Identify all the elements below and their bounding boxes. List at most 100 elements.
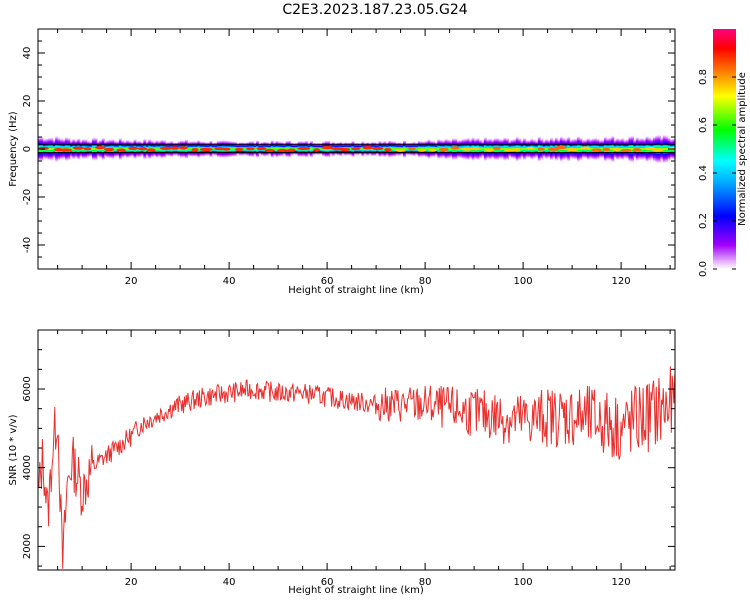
x-tick-label: 60 [321, 276, 334, 287]
heatmap-ticks: 20 40 60 80 100 120 -40 -20 0 20 40 [22, 28, 675, 287]
band-column [126, 139, 130, 159]
band-core [313, 148, 321, 152]
band-core [602, 147, 611, 152]
band-core [554, 146, 568, 150]
band-column [285, 140, 289, 158]
heatmap-ylabel: Frequency (Hz) [8, 111, 19, 187]
band-column [456, 139, 460, 159]
band-column [243, 142, 247, 156]
band-core [652, 148, 664, 152]
band-core [169, 146, 180, 150]
band-core [384, 148, 392, 152]
y-tick-label: 4000 [22, 455, 33, 480]
band-core [222, 147, 231, 151]
band-core [504, 148, 516, 152]
band-column [275, 140, 279, 158]
band-core [395, 148, 406, 152]
band-column [393, 140, 397, 158]
band-core [428, 148, 437, 152]
band-core [484, 148, 494, 152]
band-column [520, 139, 524, 159]
band-core [372, 146, 384, 151]
colorbar-tick-label: 0.0 [698, 261, 709, 277]
band-column [349, 141, 353, 157]
heatmap-panel: 20 40 60 80 100 120 -40 -20 0 20 40 Height of stra… [8, 28, 676, 296]
band-column [535, 140, 539, 158]
band-core [470, 147, 481, 151]
band-column [211, 142, 215, 156]
colorbar-tick-label: 0.6 [698, 117, 709, 133]
y-tick-label: 6000 [22, 376, 33, 401]
band-core [438, 147, 449, 152]
band-column [231, 140, 235, 158]
band-core [417, 148, 426, 152]
band-column [361, 140, 365, 158]
band-column [309, 140, 313, 158]
band-column [405, 142, 409, 156]
band-column [417, 140, 421, 158]
band-column [589, 138, 593, 160]
snr-ylabel: SNR (10 * v/v) [8, 414, 19, 485]
band-core [591, 148, 602, 152]
band-column [91, 136, 95, 162]
band-column [155, 139, 159, 159]
band-column [415, 142, 419, 156]
band-core [408, 147, 416, 151]
band-column [447, 138, 451, 160]
band-core [362, 146, 374, 150]
colorbar-tick-label: 0.2 [698, 213, 709, 229]
band-column [437, 138, 441, 160]
x-tick-label: 80 [419, 577, 432, 588]
band-column [662, 133, 666, 165]
x-tick-label: 100 [514, 276, 533, 287]
band-column [319, 142, 323, 156]
band-core [178, 146, 188, 150]
band-column [145, 140, 149, 158]
band-column [292, 142, 296, 156]
band-column [187, 141, 191, 157]
band-column [158, 140, 162, 158]
band-core [104, 147, 115, 152]
band-core [526, 146, 534, 150]
y-tick-label: 40 [22, 47, 33, 60]
band-column [189, 140, 193, 158]
snr-xlabel: Height of straight line (km) [288, 585, 424, 596]
band-core [264, 148, 275, 153]
band-column [545, 138, 549, 160]
band-core [191, 148, 199, 152]
band-column [425, 140, 429, 158]
band-core [339, 147, 351, 152]
x-tick-label: 20 [125, 577, 138, 588]
spectral-band [38, 133, 676, 165]
band-column [403, 139, 407, 159]
band-column [395, 142, 399, 156]
band-core [159, 146, 173, 150]
band-column [273, 141, 277, 157]
band-core [537, 147, 545, 151]
band-core [146, 148, 156, 152]
band-column [427, 138, 431, 160]
band-column [47, 136, 51, 162]
band-column [523, 137, 527, 161]
band-core [246, 147, 255, 151]
band-column [197, 139, 201, 159]
colorbar: 0.0 0.2 0.4 0.6 0.8 Normalized spectral ampl… [698, 29, 748, 277]
band-column [608, 136, 612, 162]
band-core [72, 146, 84, 150]
band-column [113, 140, 117, 158]
heatmap-xlabel: Height of straight line (km) [288, 285, 424, 296]
band-core [83, 147, 92, 151]
colorbar-tick-label: 0.4 [698, 165, 709, 181]
band-core [620, 148, 632, 153]
band-column [69, 139, 73, 159]
band-column [295, 142, 299, 156]
band-column [459, 139, 463, 159]
y-tick-label: -40 [22, 237, 33, 253]
band-column [270, 139, 274, 159]
band-column [253, 142, 257, 156]
band-column [390, 140, 394, 158]
band-core [611, 147, 622, 151]
band-core [199, 147, 213, 152]
band-column [449, 139, 453, 159]
x-tick-label: 120 [612, 276, 631, 287]
